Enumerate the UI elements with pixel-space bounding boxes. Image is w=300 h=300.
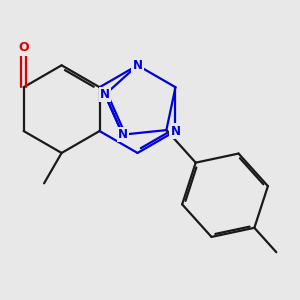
Text: N: N xyxy=(133,59,142,72)
Text: N: N xyxy=(118,128,128,141)
Text: N: N xyxy=(100,88,110,101)
Text: N: N xyxy=(170,124,181,137)
Text: O: O xyxy=(18,41,29,54)
